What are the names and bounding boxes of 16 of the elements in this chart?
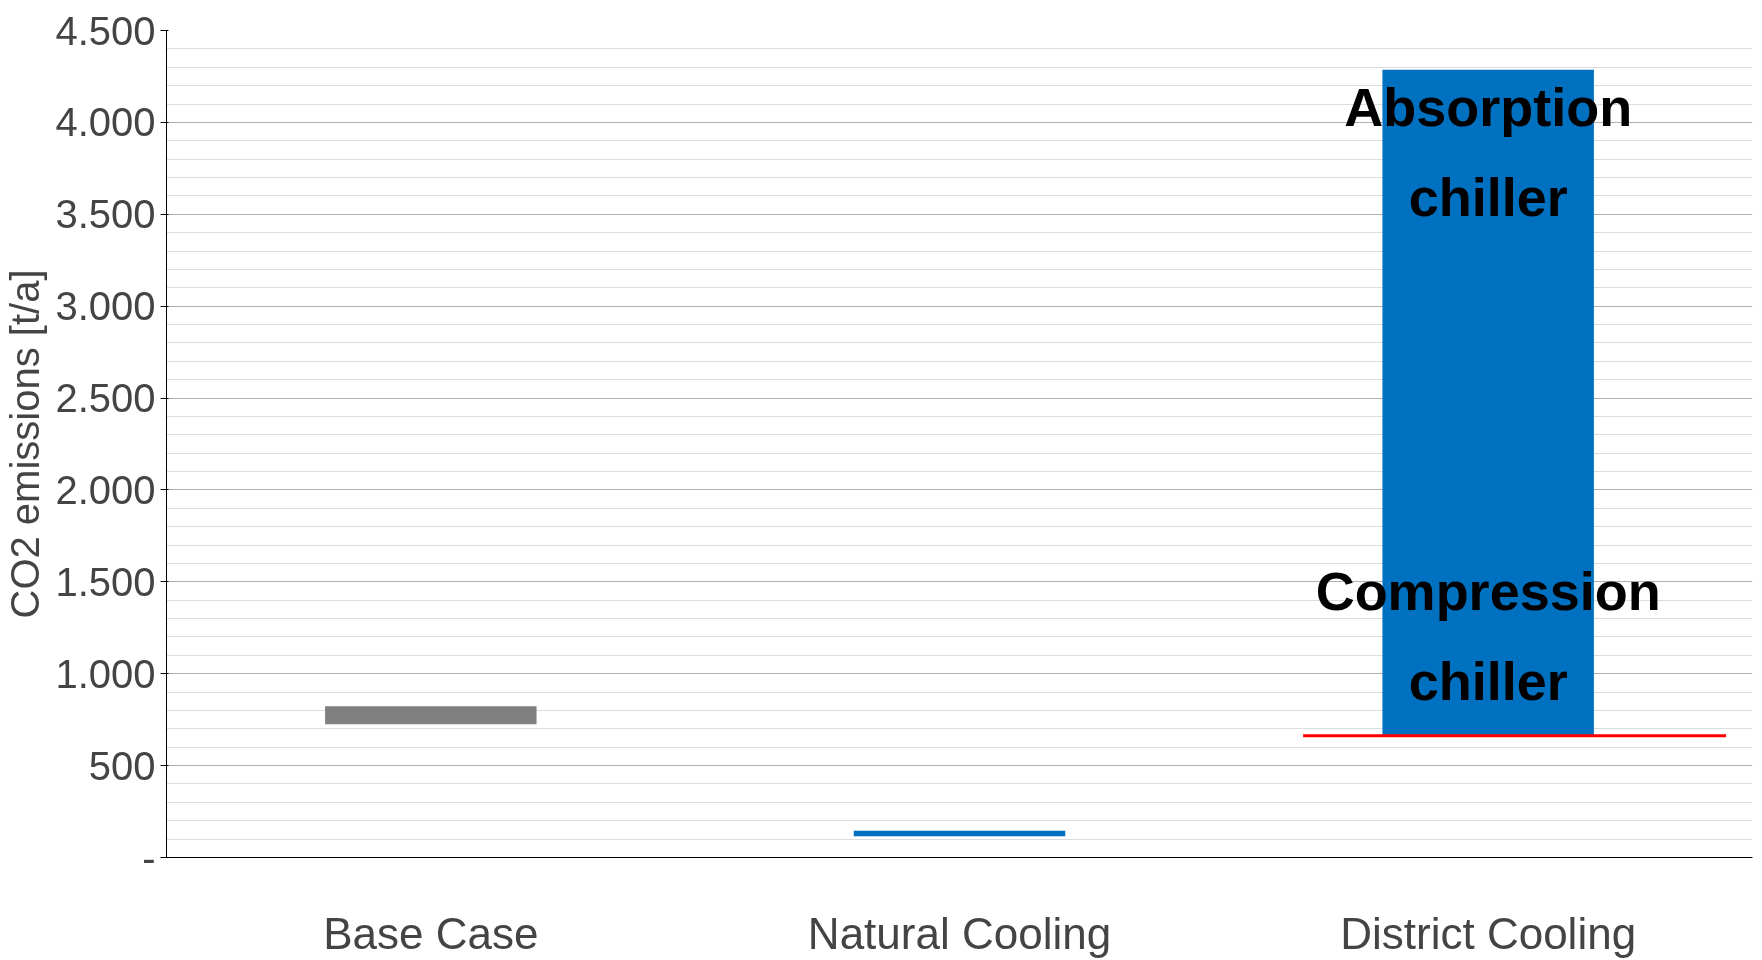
x-tick-label: District Cooling — [1340, 908, 1637, 958]
y-tick-label: 3.500 — [55, 192, 156, 237]
y-tick-label: 4.000 — [55, 100, 156, 145]
y-tick-label: 1.500 — [55, 559, 156, 604]
y-tick-label: 2.500 — [55, 376, 156, 421]
y-tick-label: 4.500 — [55, 8, 156, 53]
y-tick-label: 500 — [88, 743, 156, 788]
x-tick-label: Base Case — [323, 908, 539, 958]
y-tick-label: 1.000 — [55, 651, 156, 696]
y-tick-label: 3.000 — [55, 284, 156, 329]
y-tick-label: 2.000 — [55, 467, 156, 512]
bar — [853, 830, 1066, 837]
x-tick-label: Natural Cooling — [807, 908, 1112, 958]
y-tick-label: - — [142, 835, 156, 880]
y-axis-title: CO2 emissions [t/a] — [3, 269, 48, 619]
bar — [325, 706, 537, 725]
